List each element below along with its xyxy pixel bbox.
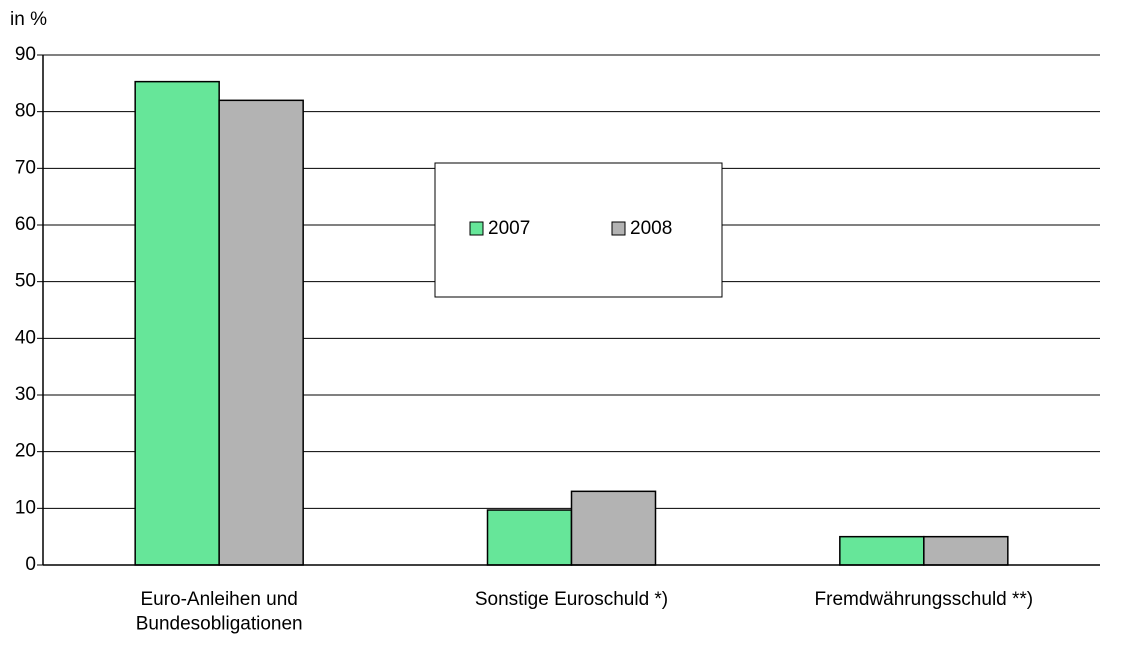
y-tick-label: 60 bbox=[15, 214, 36, 235]
legend-label: 2008 bbox=[630, 218, 672, 239]
bar bbox=[486, 509, 573, 566]
x-tick-label: Euro-Anleihen und Bundesobligationen bbox=[136, 589, 303, 635]
x-tick-label: Sonstige Euroschuld *) bbox=[475, 589, 668, 610]
y-tick-label: 20 bbox=[15, 441, 36, 462]
bar bbox=[134, 80, 220, 566]
y-tick-label: 50 bbox=[15, 271, 36, 292]
y-tick-label: 80 bbox=[15, 101, 36, 122]
legend-label: 2007 bbox=[488, 218, 530, 239]
y-tick-label: 0 bbox=[25, 554, 36, 575]
y-tick-label: 10 bbox=[15, 497, 36, 518]
bar bbox=[218, 99, 304, 566]
y-tick-label: 30 bbox=[15, 384, 36, 405]
legend-swatch bbox=[469, 221, 484, 236]
y-axis-label: in % bbox=[10, 9, 47, 30]
bar bbox=[923, 535, 1009, 566]
y-tick-label: 40 bbox=[15, 327, 36, 348]
bar bbox=[570, 490, 657, 566]
legend-swatch bbox=[611, 221, 626, 236]
y-tick-label: 70 bbox=[15, 157, 36, 178]
y-tick-label: 90 bbox=[15, 44, 36, 65]
bar bbox=[839, 535, 925, 566]
x-tick-label: Fremdwährungsschuld **) bbox=[815, 589, 1034, 610]
